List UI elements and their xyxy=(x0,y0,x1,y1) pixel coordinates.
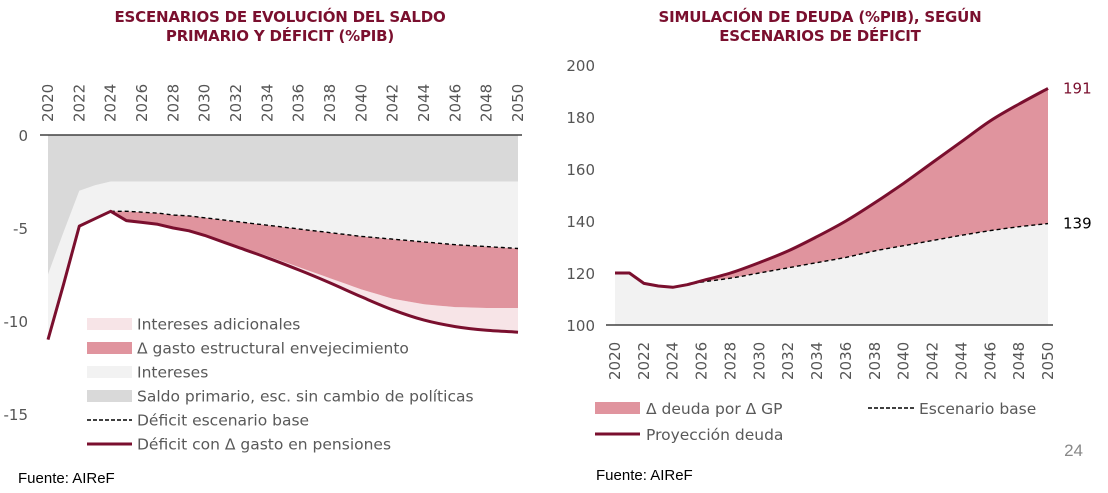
left-y-tick-label: -5 xyxy=(13,220,28,238)
left-x-tick-label: 2028 xyxy=(164,84,182,122)
line-escenario-base xyxy=(672,222,1049,288)
right-x-tick-label: 2038 xyxy=(866,342,884,380)
area-intereses-adicionales xyxy=(48,211,518,340)
right-x-tick-label: 2046 xyxy=(981,342,999,380)
left-x-tick-label: 2026 xyxy=(133,84,151,122)
area-escenario-base xyxy=(615,223,1048,325)
left-legend-label: Déficit escenario base xyxy=(137,412,309,430)
left-x-tick-label: 2044 xyxy=(415,84,433,122)
right-legend-label: Escenario base xyxy=(919,400,1036,418)
right-x-tick-label: 2032 xyxy=(779,342,797,380)
right-legend-swatch xyxy=(595,402,640,414)
right-y-tick-label: 100 xyxy=(566,317,595,335)
left-chart-title: ESCENARIOS DE EVOLUCIÓN DEL SALDO PRIMAR… xyxy=(40,8,520,46)
line-deficit-pensiones xyxy=(46,209,519,341)
line-proyeccion-deuda xyxy=(615,87,1049,289)
left-x-tick-label: 2022 xyxy=(70,84,88,122)
right-x-tick-label: 2030 xyxy=(750,342,768,380)
right-x-tick-label: 2024 xyxy=(664,342,682,380)
left-legend-swatch xyxy=(87,342,132,354)
left-legend-label: Intereses xyxy=(137,364,208,382)
right-x-tick-label: 2022 xyxy=(635,342,653,380)
right-x-tick-label: 2020 xyxy=(606,342,624,380)
line-deficit-base xyxy=(110,210,519,250)
left-x-tick-label: 2048 xyxy=(478,84,496,122)
right-x-tick-label: 2044 xyxy=(952,342,970,380)
area-intereses xyxy=(48,181,518,340)
page-number: 24 xyxy=(1064,441,1083,460)
right-x-tick-label: 2026 xyxy=(693,342,711,380)
annotation-139: 139 xyxy=(1063,215,1092,233)
right-y-tick-label: 180 xyxy=(566,109,595,127)
right-chart-title: SIMULACIÓN DE DEUDA (%PIB), SEGÚN ESCENA… xyxy=(580,8,1060,46)
left-legend-label: Saldo primario, esc. sin cambio de polít… xyxy=(137,388,474,406)
left-x-tick-label: 2030 xyxy=(196,84,214,122)
left-x-tick-label: 2040 xyxy=(352,84,370,122)
right-x-tick-label: 2034 xyxy=(808,342,826,380)
left-x-tick-label: 2024 xyxy=(102,84,120,122)
left-x-tick-label: 2046 xyxy=(446,84,464,122)
left-x-tick-label: 2032 xyxy=(227,84,245,122)
area-delta-deuda xyxy=(615,88,1048,288)
source-right: Fuente: AIReF xyxy=(596,467,693,484)
right-x-tick-label: 2048 xyxy=(1010,342,1028,380)
left-x-tick-label: 2034 xyxy=(258,84,276,122)
left-title-line2: PRIMARIO Y DÉFICIT (%PIB) xyxy=(165,27,395,45)
left-legend-label: Δ gasto estructural envejecimiento xyxy=(137,340,409,358)
right-x-tick-label: 2028 xyxy=(721,342,739,380)
left-x-tick-label: 2036 xyxy=(290,84,308,122)
right-x-tick-label: 2042 xyxy=(924,342,942,380)
right-title-line2: ESCENARIOS DE DÉFICIT xyxy=(719,27,921,45)
left-legend-swatch xyxy=(87,390,132,402)
left-y-tick-label: 0 xyxy=(18,127,28,145)
left-title-line1: ESCENARIOS DE EVOLUCIÓN DEL SALDO xyxy=(114,8,446,26)
left-legend-label: Intereses adicionales xyxy=(137,316,300,334)
right-x-tick-label: 2040 xyxy=(895,342,913,380)
right-x-tick-label: 2050 xyxy=(1039,342,1057,380)
left-y-tick-label: -10 xyxy=(4,313,29,331)
right-y-tick-label: 200 xyxy=(566,57,595,75)
right-legend-label: Δ deuda por Δ GP xyxy=(646,400,783,418)
source-left: Fuente: AIReF xyxy=(18,470,115,487)
left-legend-swatch xyxy=(87,318,132,330)
left-x-tick-label: 2020 xyxy=(39,84,57,122)
left-x-tick-label: 2050 xyxy=(509,84,527,122)
right-y-tick-label: 160 xyxy=(566,161,595,179)
left-legend-swatch xyxy=(87,366,132,378)
right-y-tick-label: 120 xyxy=(566,265,595,283)
area-gasto-envejecimiento xyxy=(48,211,518,340)
annotation-191: 191 xyxy=(1063,79,1092,97)
right-legend-label: Proyección deuda xyxy=(646,426,783,444)
right-x-tick-label: 2036 xyxy=(837,342,855,380)
left-y-tick-label: -15 xyxy=(4,406,29,424)
left-x-tick-label: 2042 xyxy=(384,84,402,122)
right-y-tick-label: 140 xyxy=(566,213,595,231)
left-x-tick-label: 2038 xyxy=(321,84,339,122)
right-title-line1: SIMULACIÓN DE DEUDA (%PIB), SEGÚN xyxy=(658,8,982,26)
area-saldo-primario xyxy=(48,135,518,275)
left-legend-label: Déficit con Δ gasto en pensiones xyxy=(137,436,391,454)
